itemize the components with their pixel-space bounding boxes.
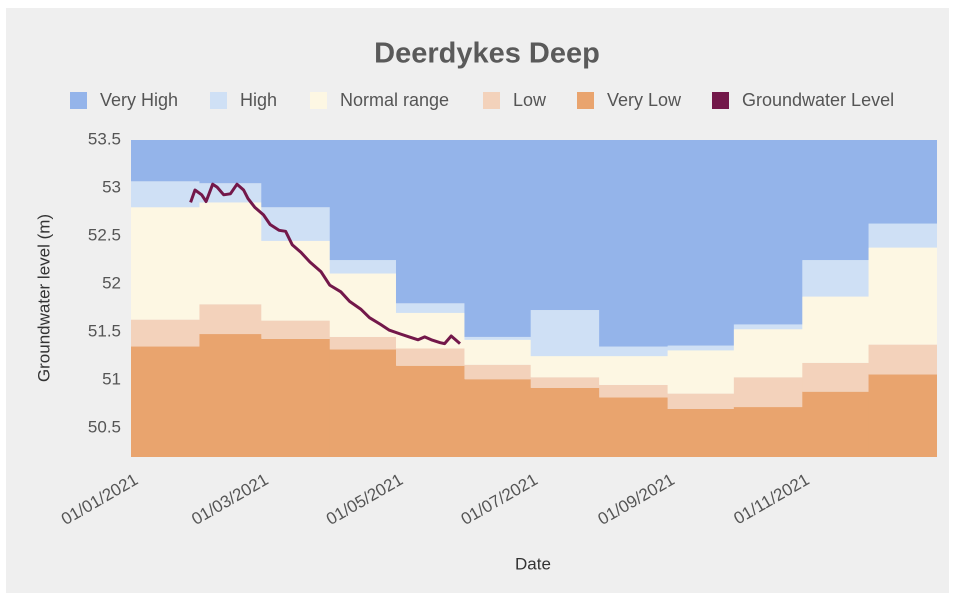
band-segment (733, 329, 803, 378)
band-segment (395, 140, 465, 304)
band-segment (599, 384, 669, 398)
legend-label: Groundwater Level (742, 90, 894, 110)
band-segment (802, 296, 870, 363)
band-segment (131, 181, 200, 208)
band-segment (733, 324, 803, 330)
band-segment (530, 356, 600, 378)
band-segment (199, 202, 262, 305)
band-segment (868, 247, 937, 345)
band-segment (802, 362, 870, 392)
band-segment (868, 140, 937, 224)
band-segment (530, 387, 600, 457)
band-segment (733, 140, 803, 325)
x-axis-label: Date (515, 554, 551, 573)
band-segment (868, 223, 937, 248)
legend-swatch (310, 92, 327, 109)
band-segment (395, 312, 465, 349)
band-segment (868, 374, 937, 457)
y-axis-label: Groundwater level (m) (34, 214, 53, 382)
legend-swatch (483, 92, 500, 109)
band-segment (131, 346, 200, 457)
plot-area (131, 140, 937, 457)
band-segment (131, 140, 200, 182)
groundwater-line (189, 182, 461, 346)
band-segment (599, 140, 669, 347)
band-segment (599, 356, 669, 385)
band-segment (261, 140, 331, 208)
band-segment (261, 240, 331, 321)
band-segment (464, 379, 532, 457)
band-segment (530, 310, 600, 357)
band-segment (667, 350, 735, 394)
band-segment (199, 304, 262, 335)
band-segment (802, 260, 870, 297)
band-segment (599, 397, 669, 457)
band-segment (464, 339, 532, 365)
band-segment (733, 407, 803, 457)
legend-swatch (577, 92, 594, 109)
band-segment (199, 334, 262, 457)
band-segment (395, 303, 465, 313)
band-segment (733, 377, 803, 408)
band-segment (868, 344, 937, 375)
legend-label: High (240, 90, 277, 110)
legend-swatch (712, 92, 729, 109)
y-tick-label: 51.5 (88, 322, 121, 341)
band-segment (261, 207, 331, 241)
y-tick-label: 53.5 (88, 129, 121, 148)
legend-label: Very High (100, 90, 178, 110)
band-segment (199, 140, 262, 184)
band-segment (395, 348, 465, 366)
band-segment (329, 336, 397, 350)
y-tick-label: 52 (102, 274, 121, 293)
band-segment (802, 140, 870, 261)
legend-swatch (70, 92, 87, 109)
band-segment (464, 140, 532, 337)
band-segment (802, 391, 870, 457)
legend-swatch (210, 92, 227, 109)
band-segment (530, 377, 600, 388)
band-segment (261, 338, 331, 457)
y-tick-label: 52.5 (88, 226, 121, 245)
legend-label: Normal range (340, 90, 449, 110)
band-segment (261, 320, 331, 339)
band-segment (667, 345, 735, 351)
y-tick-label: 51 (102, 370, 121, 389)
y-tick-label: 50.5 (88, 418, 121, 437)
band-segment (464, 364, 532, 380)
band-segment (329, 140, 397, 261)
band-segment (329, 349, 397, 457)
chart-title: Deerdykes Deep (374, 38, 600, 70)
band-segment (464, 336, 532, 340)
band-segment (395, 365, 465, 457)
band-segment (599, 346, 669, 357)
y-tick-label: 53 (102, 178, 121, 197)
legend-label: Low (513, 90, 547, 110)
legend-label: Very Low (607, 90, 682, 110)
band-segment (667, 140, 735, 346)
band-segment (131, 207, 200, 320)
band-segment (329, 260, 397, 274)
band-segment (530, 140, 600, 311)
band-segment (667, 408, 735, 457)
band-segment (131, 319, 200, 347)
band-segment (667, 393, 735, 409)
